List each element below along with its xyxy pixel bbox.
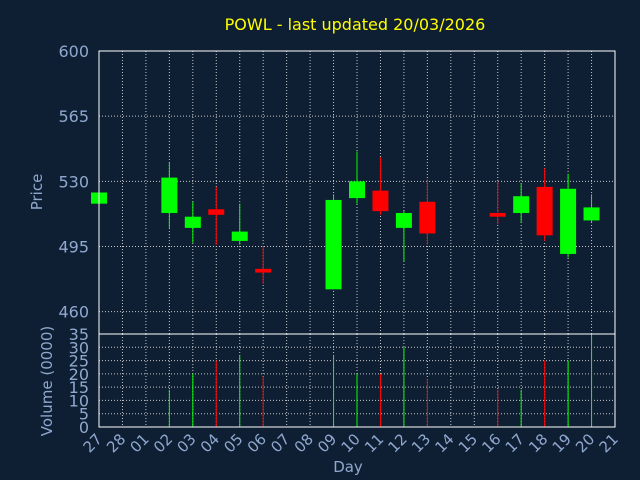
day-tick-label: 02 [150,430,176,456]
candle-10 [349,151,365,204]
candle-body [231,231,248,241]
candle-body [419,201,436,234]
day-tick-label: 16 [478,430,504,456]
volume-bars [168,334,593,427]
price-tick-label: 530 [58,172,89,191]
day-tick-label: 19 [549,430,575,456]
day-tick-label: 20 [572,430,598,456]
day-tick-label: 18 [525,430,551,456]
price-tick-label: 495 [58,237,89,256]
candle-13 [419,179,436,245]
day-axis-label: Day [333,458,363,476]
volume-tick-label: 30 [69,338,89,357]
volume-tick-label: 25 [69,352,89,371]
candle-05 [231,203,248,245]
day-tick-label: 21 [596,430,622,456]
volume-tick-label: 5 [79,405,89,424]
candle-body [208,209,225,215]
chart-title: POWL - last updated 20/03/2026 [225,15,486,34]
candle-body [349,181,365,199]
candle-body [255,268,272,273]
candle-12 [395,211,412,262]
candle-04 [208,186,225,245]
day-tick-label: 07 [267,430,293,456]
candle-body [395,212,412,228]
day-tick-label: 01 [127,430,153,456]
day-tick-label: 15 [455,430,481,456]
panel-frames [98,50,616,428]
day-tick-label: 11 [361,430,387,456]
day-tick-label: 17 [502,430,528,456]
candle-16 [489,181,506,225]
candle-20 [583,194,600,223]
price-tick-label: 600 [58,42,89,61]
day-tick-label: 09 [314,430,340,456]
price-tick-label: 565 [58,107,89,126]
candle-body [372,190,389,212]
day-tick-label: 06 [244,430,270,456]
candle-03 [184,201,201,243]
price-axis-label: Price [28,174,46,211]
price-candles [91,151,600,290]
volume-tick-label: 20 [69,365,89,384]
candle-body [560,188,577,254]
candle-02 [161,162,178,228]
day-tick-label: 10 [338,430,364,456]
price-tick-label: 460 [58,303,89,322]
day-tick-label: 03 [173,430,199,456]
day-axis-ticks: 2728010203040506070809101112131415161718… [80,430,622,456]
candle-09 [325,194,342,290]
day-tick-label: 04 [197,430,223,456]
candle-06 [255,246,272,284]
candle-body [325,199,342,290]
day-tick-label: 08 [291,430,317,456]
day-tick-label: 13 [408,430,434,456]
day-tick-label: 12 [385,430,411,456]
day-tick-label: 14 [431,430,457,456]
volume-panel-frame [98,333,616,428]
volume-tick-label: 0 [79,418,89,437]
candle-17 [513,183,530,223]
candle-11 [372,157,389,215]
candle-body [489,212,506,217]
volume-tick-label: 10 [69,391,89,410]
volume-axis-label: Volume (0000) [38,326,56,436]
volume-tick-label: 15 [69,378,89,397]
volume-tick-label: 35 [69,325,89,344]
candle-body [184,216,201,228]
candle-18 [536,168,553,241]
candle-body [536,186,553,236]
day-tick-label: 28 [103,430,129,456]
candle-body [513,196,530,213]
candle-body [161,177,178,213]
candle-body [583,207,600,221]
price-axis-ticks: 600 565 530 495 460 [58,42,89,322]
candle-19 [560,173,577,258]
day-tick-label: 05 [220,430,246,456]
